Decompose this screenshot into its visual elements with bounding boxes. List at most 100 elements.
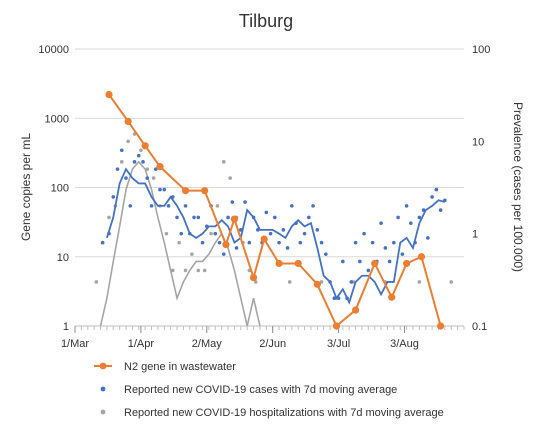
axes: 1 10 100 1000 10000 0.1 1 10 100 1/Mar 1/Apr 2/May 2… (38, 44, 490, 350)
cases-point (324, 252, 328, 256)
cases-point (315, 228, 320, 232)
cases-point (443, 198, 447, 203)
wastewater-point (222, 240, 230, 249)
cases-point (153, 167, 158, 171)
hospitalizations-point (253, 280, 258, 284)
hospitalizations-point (126, 139, 130, 144)
wastewater-point (156, 163, 164, 171)
cases-point (392, 240, 396, 245)
cases-point (417, 215, 422, 220)
cases-point (141, 160, 145, 164)
cases-point (158, 187, 162, 192)
cases-point (294, 221, 298, 225)
legend-label-cases: Reported new COVID-19 cases with 7d movi… (124, 384, 397, 396)
cases-point (362, 231, 366, 236)
cases-point (366, 268, 371, 273)
y-tick-label: 10000 (38, 44, 69, 56)
x-tick-label: 2/May (192, 338, 222, 350)
hospitalizations-point (119, 160, 124, 164)
hospitalizations-point (215, 204, 220, 208)
x-tick-label: 3/Aug (390, 338, 419, 350)
x-tick-label: 1/Apr (128, 338, 155, 350)
cases-point (128, 204, 133, 208)
y2-tick-label: 10 (472, 136, 484, 148)
y-tick-label: 100 (51, 183, 69, 195)
wastewater-point (351, 306, 360, 314)
cases-point (111, 195, 116, 199)
hospitalizations-point (139, 148, 143, 153)
cases-point (107, 231, 111, 236)
cases-point (183, 204, 188, 208)
cases-point (247, 240, 252, 245)
cases-point (196, 215, 201, 220)
cases-point (353, 240, 358, 245)
cases-point (307, 215, 311, 220)
cases-point (319, 240, 324, 245)
cases-point (192, 215, 196, 220)
hospitalizations-point (228, 176, 232, 180)
cases-point (404, 204, 409, 208)
wastewater-point (105, 90, 113, 99)
cases-point (311, 204, 315, 208)
wastewater-point (249, 273, 258, 282)
y-axis-label: Gene copies per mL (19, 133, 33, 241)
cases-point (187, 231, 192, 236)
cases-point (200, 240, 205, 245)
cases-point (426, 236, 430, 240)
cases-point (400, 252, 405, 256)
hospitalizations-point (190, 252, 194, 256)
hospitalizations-point (196, 268, 201, 273)
wastewater-point (388, 293, 396, 301)
cases-point (136, 153, 141, 158)
cases-point (204, 224, 209, 229)
cases-point (290, 204, 294, 208)
cases-point (345, 296, 349, 301)
cases-point (358, 259, 362, 264)
wastewater-point (294, 259, 302, 268)
legend-swatch-hospitalizations (100, 409, 106, 415)
wastewater-point (275, 259, 283, 268)
y-tick-label: 1000 (45, 113, 69, 125)
cases-point (234, 246, 239, 250)
hospitalizations-point (94, 280, 99, 284)
cases-point (239, 228, 243, 232)
hospitalizations-point (164, 231, 169, 236)
cases-point (349, 280, 354, 284)
cases-point (396, 215, 400, 220)
y2-tick-label: 1 (472, 229, 478, 241)
hospitalizations-point (209, 231, 213, 236)
wastewater-point (181, 187, 190, 195)
hospitalizations-point (417, 280, 422, 284)
hospitalizations-point (183, 268, 188, 273)
cases-point (383, 246, 388, 250)
wastewater-point (417, 253, 426, 261)
y2-tick-label: 100 (472, 44, 490, 56)
wastewater-point (201, 187, 209, 195)
cases-point (175, 215, 179, 220)
wastewater-point (124, 117, 132, 126)
hospitalizations-point (145, 167, 150, 171)
wastewater-point (332, 322, 341, 330)
y2-tick-label: 0.1 (472, 321, 487, 333)
cases-point (379, 221, 383, 225)
cases-point (124, 176, 128, 180)
cases-point (100, 240, 105, 245)
cases-point (285, 246, 290, 250)
cases-point (243, 200, 247, 204)
hospitalizations-point (107, 215, 111, 220)
cases-point (409, 221, 413, 225)
cases-point (256, 228, 260, 232)
hospitalizations-point (449, 280, 454, 284)
hospitalizations-point (177, 240, 181, 245)
cases-point (268, 231, 273, 236)
cases-point (387, 259, 392, 264)
wastewater-point (230, 215, 239, 223)
cases-point (281, 228, 286, 232)
y2-axis-label: Prevalence (cases per 100.000) (511, 102, 525, 272)
x-tick-label: 2/Jun (259, 338, 286, 350)
cases-point (145, 176, 150, 180)
cases-line (106, 167, 446, 305)
cases-point (277, 240, 281, 245)
legend: N2 gene in wastewater Reported new COVID-… (94, 361, 444, 419)
cases-point (179, 231, 184, 236)
